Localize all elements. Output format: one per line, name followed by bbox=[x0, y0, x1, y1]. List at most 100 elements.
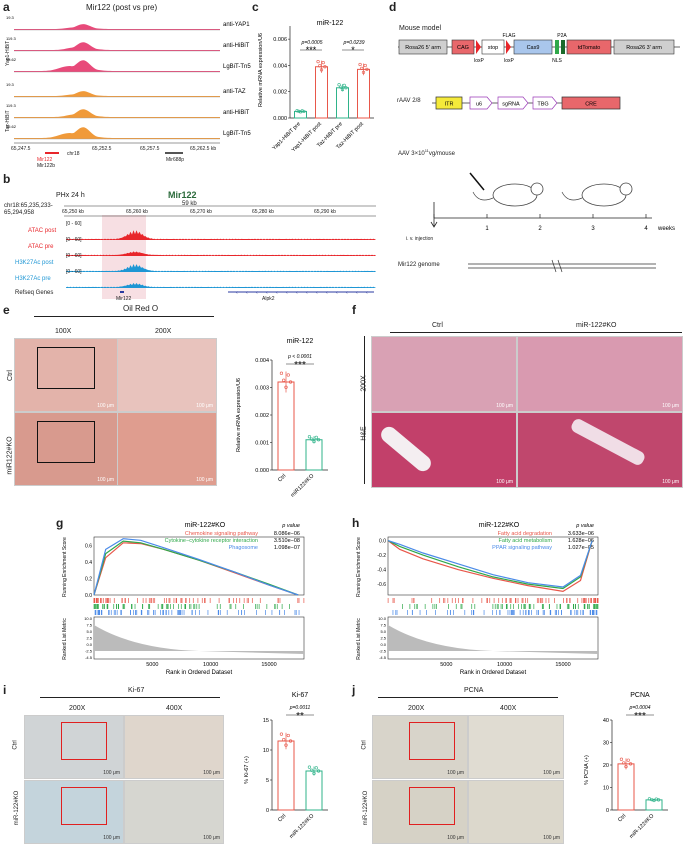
chart-c-sig2: * bbox=[351, 45, 355, 55]
dot-0 bbox=[284, 743, 288, 747]
y-tick-label: 0.004 bbox=[255, 358, 269, 364]
gsea-pathway-0: Fatty acid degradation bbox=[498, 531, 552, 537]
panel-d-diagram: Rosa26 5' arm CAG stop Cas9 tdTomato Rosa26 3… bbox=[398, 33, 680, 273]
track-a-name-0: anti-YAP1 bbox=[223, 22, 250, 28]
oil-image-ctrl-100x: 100 μm bbox=[14, 338, 118, 412]
gsea-pathway-1: Cytokine−cytokine receptor interaction bbox=[165, 538, 258, 544]
bar-1 bbox=[305, 770, 323, 811]
pcna-image-ko-200x: 100 μm bbox=[372, 780, 468, 844]
dot-0 bbox=[282, 738, 286, 742]
dot-2 bbox=[337, 83, 341, 87]
gsea-ytick-0: 0.0 bbox=[379, 539, 386, 545]
dot-1 bbox=[312, 771, 316, 775]
loxp-marker bbox=[476, 40, 481, 54]
dot-1 bbox=[307, 765, 312, 769]
nls-marker bbox=[555, 40, 559, 54]
he-image-ko-2: 100 μm bbox=[517, 412, 683, 488]
timeline-label-3: 3 bbox=[591, 226, 595, 232]
gsea-xtick-1: 10000 bbox=[203, 662, 218, 668]
dot-1 bbox=[312, 439, 316, 444]
gsea-rank-area bbox=[388, 625, 598, 654]
dot-0 bbox=[286, 733, 290, 738]
track-b-signal-0 bbox=[66, 230, 376, 240]
gsea-curve-2 bbox=[387, 540, 593, 588]
y-tick-label: 0.006 bbox=[273, 37, 287, 43]
chr-label: chr18 bbox=[67, 151, 80, 157]
panel-d-title: Mouse model bbox=[399, 25, 442, 32]
construct2-block-3 bbox=[532, 96, 558, 110]
y-tick-label: 0.002 bbox=[255, 413, 269, 419]
he-col-ko: miR-122#KO bbox=[576, 322, 617, 329]
dot-1 bbox=[307, 435, 312, 439]
dot-0 bbox=[628, 762, 633, 766]
y-tick-label: 0.000 bbox=[273, 116, 287, 122]
dot-1 bbox=[652, 798, 656, 803]
gsea-y2tick-2: 0.0 bbox=[380, 642, 386, 647]
y-tick-label: 30 bbox=[603, 741, 609, 747]
loxp-label: loxP bbox=[504, 58, 514, 64]
track-a-scale-0: 19.3 bbox=[6, 15, 15, 20]
chart-e-sig: *** bbox=[294, 360, 306, 371]
ki67-row-ko: miR-122#KO bbox=[14, 790, 20, 826]
dot-1 bbox=[319, 68, 324, 72]
timeline-label-2: 2 bbox=[538, 226, 542, 232]
locus2: 65,294,958 bbox=[4, 210, 35, 216]
gsea-ytick-3: 0.6 bbox=[85, 543, 92, 549]
gsea-y2tick-0: -4.5 bbox=[85, 655, 93, 660]
construct1-block-1 bbox=[451, 39, 475, 55]
alpk2-arrow: ‹ bbox=[366, 290, 368, 296]
y-tick-label: 0.004 bbox=[273, 63, 287, 69]
he-side-200x: 200X bbox=[360, 375, 368, 392]
gsea-frame bbox=[387, 536, 599, 596]
locus: chr18:65,235,233- bbox=[4, 203, 53, 209]
construct1-label-3: Cas9 bbox=[527, 45, 540, 51]
panel-label-h: h bbox=[352, 516, 360, 530]
track-a-signal-1 bbox=[14, 42, 220, 51]
genome-break-1 bbox=[551, 259, 557, 273]
oil-row-ko: miR122#KO bbox=[6, 436, 14, 475]
dot-2 bbox=[339, 85, 343, 89]
he-image-ctrl-2: 100 μm bbox=[371, 412, 517, 488]
loxp-label: loxP bbox=[474, 58, 484, 64]
gsea-curve-1 bbox=[93, 540, 299, 596]
bar-1 bbox=[305, 439, 323, 471]
gsea-curve-0 bbox=[387, 540, 593, 593]
ki67-image-ko-200x: 100 μm bbox=[24, 780, 124, 844]
tick-b-1: 65,260 kb bbox=[126, 209, 148, 215]
pcna-image-ctrl-200x: 100 μm bbox=[372, 715, 468, 779]
tick-b-4: 65,290 kb bbox=[314, 209, 336, 215]
oil-mag-200x: 200X bbox=[155, 328, 172, 335]
mouse-icon-0 bbox=[492, 183, 538, 207]
gsea-title: miR-122#KO bbox=[479, 522, 520, 529]
oil-image-ko-100x: 100 μm bbox=[14, 412, 118, 486]
gsea-ytick-2: 0.4 bbox=[85, 560, 92, 566]
y-tick-label: 0 bbox=[606, 808, 609, 814]
gene-mir688p-mark bbox=[165, 152, 183, 154]
genome-label: Mir122 genome bbox=[398, 262, 440, 268]
dot-0 bbox=[624, 765, 628, 769]
timeline-label-4: 4 bbox=[644, 226, 648, 232]
bar-0 bbox=[277, 381, 295, 471]
track-a-signal-5 bbox=[14, 127, 220, 139]
track-b-signal-2 bbox=[66, 264, 376, 272]
gsea-y2tick-3: 2.5 bbox=[86, 636, 92, 641]
injection-label: i. v. injection bbox=[406, 236, 434, 242]
panel-e-chart: 0.000 0.001 0.002 0.003 0.004 Ctrl miR122#KO mi… bbox=[236, 338, 328, 499]
panel-label-f: f bbox=[352, 303, 356, 317]
alpk2-arrow: ‹ bbox=[326, 290, 328, 296]
gene-b-alpk2: Alpk2 bbox=[262, 296, 275, 302]
panel-b-title: Mir122 bbox=[168, 190, 197, 200]
gsea-xlabel: Rank in Ordered Dataset bbox=[460, 670, 527, 676]
panel-label-g: g bbox=[56, 516, 64, 530]
oil-red-title: Oil Red O bbox=[123, 304, 159, 313]
gsea-xtick-2: 15000 bbox=[261, 662, 276, 668]
coord-2: 65,257.5 bbox=[140, 146, 160, 152]
tick-b-2: 65,270 kb bbox=[190, 209, 212, 215]
chart-j-ylabel: % PCNA (+) bbox=[584, 755, 590, 785]
loxp-marker bbox=[506, 40, 511, 54]
panel-j-chart: 0 10 20 30 40 Ctrl miR-122#KO PCNA % PCNA (+) p=0… bbox=[584, 692, 668, 840]
ki67-image-ctrl-400x: 100 μm bbox=[124, 715, 224, 779]
track-a-scale-5: 95.62 bbox=[6, 124, 17, 129]
panel-label-d: d bbox=[389, 0, 397, 14]
dot-0 bbox=[619, 757, 624, 761]
